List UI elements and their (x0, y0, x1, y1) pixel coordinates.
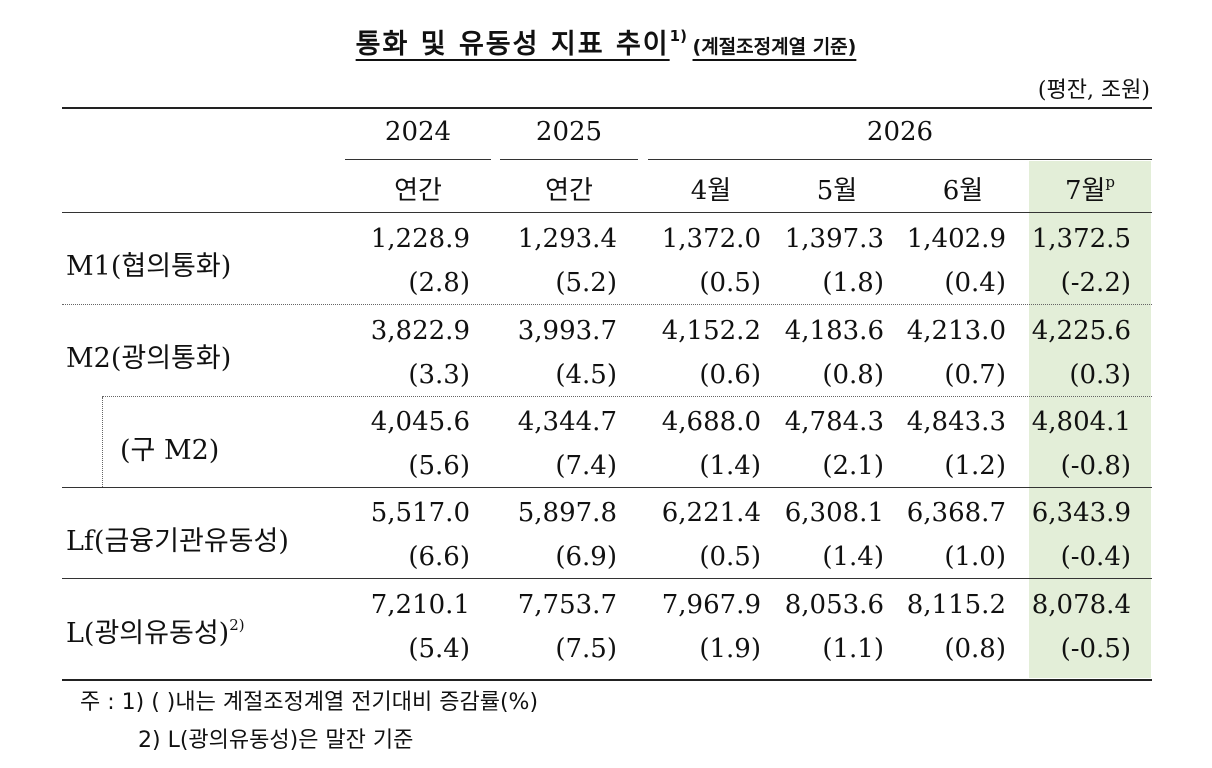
table-cell-change: (0.8) (822, 360, 884, 390)
row-label-m2: M2(광의통화) (66, 343, 232, 374)
table-cell-value: 1,293.4 (517, 224, 617, 254)
table-cell-change: (0.3) (1069, 360, 1131, 390)
year-header-2026: 2026 (866, 117, 934, 147)
table-cell-value: 4,843.3 (906, 407, 1006, 437)
table-cell-change: (-0.5) (1060, 634, 1131, 664)
table-cell-change: (4.5) (555, 360, 617, 390)
table-cell-value: 8,115.2 (906, 590, 1006, 620)
row-label-old-m2: (구 M2) (120, 435, 220, 466)
table-cell-change: (-2.2) (1060, 268, 1131, 298)
table-cell-value: 5,897.8 (517, 498, 617, 528)
table-cell-value: 6,308.1 (784, 498, 884, 528)
table-cell-change: (3.3) (408, 360, 470, 390)
table-cell-change: (-0.4) (1060, 542, 1131, 572)
table-cell-change: (1.9) (699, 634, 761, 664)
table-cell-change: (1.1) (822, 634, 884, 664)
table-cell-change: (0.7) (944, 360, 1006, 390)
table-cell-change: (1.2) (944, 451, 1006, 481)
title-footnote-mark: 1) (669, 27, 687, 45)
highlight-column (1029, 161, 1151, 678)
table-cell-change: (2.8) (408, 268, 470, 298)
table-cell-value: 4,688.0 (661, 407, 761, 437)
table-cell-value: 3,993.7 (517, 316, 617, 346)
table-cell-change: (0.8) (944, 634, 1006, 664)
row-divider (62, 304, 1152, 305)
table-cell-value: 7,210.1 (370, 590, 470, 620)
bottom-rule (62, 679, 1152, 681)
table-cell-change: (7.4) (555, 451, 617, 481)
row-divider (62, 487, 1152, 488)
period-header: 4월 (690, 176, 732, 206)
header-rule-2026 (648, 159, 1152, 160)
preliminary-mark: p (1105, 173, 1116, 191)
table-cell-value: 4,045.6 (370, 407, 470, 437)
table-cell-value: 1,397.3 (784, 224, 884, 254)
table-cell-value: 6,343.9 (1031, 498, 1131, 528)
table-cell-value: 8,053.6 (784, 590, 884, 620)
table-cell-value: 4,213.0 (906, 316, 1006, 346)
table-cell-change: (2.1) (822, 451, 884, 481)
table-cell-value: 6,221.4 (661, 498, 761, 528)
table-cell-change: (6.6) (408, 542, 470, 572)
top-rule (62, 107, 1152, 109)
table-title: 통화 및 유동성 지표 추이1) (계절조정계열 기준) (0, 22, 1212, 61)
table-cell-value: 7,753.7 (517, 590, 617, 620)
header-rule-2024 (345, 159, 491, 160)
table-cell-value: 4,183.6 (784, 316, 884, 346)
table-cell-change: (0.5) (699, 542, 761, 572)
row-divider (102, 396, 1152, 397)
table-cell-value: 4,152.2 (661, 316, 761, 346)
table-cell-change: (1.8) (822, 268, 884, 298)
title-subtitle: (계절조정계열 기준) (692, 36, 857, 58)
table-cell-change: (5.2) (555, 268, 617, 298)
period-header: 연간 (394, 176, 442, 206)
table-cell-value: 4,784.3 (784, 407, 884, 437)
period-latest-label: 7월 (1064, 176, 1106, 206)
footnote-1: 주 : 1) ( )내는 계절조정계열 전기대비 증감률(%) (80, 690, 539, 715)
row-label-l: L(광의유동성)2) (66, 616, 245, 649)
year-header-2025: 2025 (535, 117, 603, 147)
table-cell-value: 4,344.7 (517, 407, 617, 437)
table-cell-value: 5,517.0 (370, 498, 470, 528)
year-header-2024: 2024 (384, 117, 452, 147)
table-cell-change: (5.4) (408, 634, 470, 664)
table-cell-change: (6.9) (555, 542, 617, 572)
title-main: 통화 및 유동성 지표 추이 (355, 29, 670, 60)
period-header: 5월 (816, 176, 858, 206)
row-label-footnote-mark: 2) (229, 616, 245, 634)
table-cell-change: (1.4) (699, 451, 761, 481)
row-divider (62, 578, 1152, 579)
table-cell-value: 1,372.5 (1031, 224, 1131, 254)
table-cell-value: 6,368.7 (906, 498, 1006, 528)
footnote-2: 2) L(광의유동성)은 말잔 기준 (138, 728, 414, 753)
table-cell-change: (0.6) (699, 360, 761, 390)
table-cell-value: 1,402.9 (906, 224, 1006, 254)
table-cell-change: (7.5) (555, 634, 617, 664)
period-header: 6월 (942, 176, 984, 206)
table-cell-value: 8,078.4 (1031, 590, 1131, 620)
table-cell-change: (1.4) (822, 542, 884, 572)
period-header: 연간 (545, 176, 593, 206)
table-cell-value: 3,822.9 (370, 316, 470, 346)
row-label-lf: Lf(금융기관유동성) (66, 526, 289, 557)
unit-label: (평잔, 조원) (1037, 78, 1150, 103)
table-cell-change: (1.0) (944, 542, 1006, 572)
table-cell-change: (-0.8) (1060, 451, 1131, 481)
table-cell-value: 1,372.0 (661, 224, 761, 254)
table-cell-change: (0.4) (944, 268, 1006, 298)
table-cell-change: (5.6) (408, 451, 470, 481)
subrow-indent-line (102, 397, 103, 487)
table-cell-value: 1,228.9 (370, 224, 470, 254)
table-cell-value: 7,967.9 (661, 590, 761, 620)
table-cell-value: 4,225.6 (1031, 316, 1131, 346)
header-rule-2025 (500, 159, 638, 160)
table-cell-value: 4,804.1 (1031, 407, 1131, 437)
row-label-m1: M1(협의통화) (66, 251, 232, 282)
period-header-latest: 7월p (1029, 170, 1151, 207)
header-bottom-rule (62, 212, 1152, 213)
table-cell-change: (0.5) (699, 268, 761, 298)
